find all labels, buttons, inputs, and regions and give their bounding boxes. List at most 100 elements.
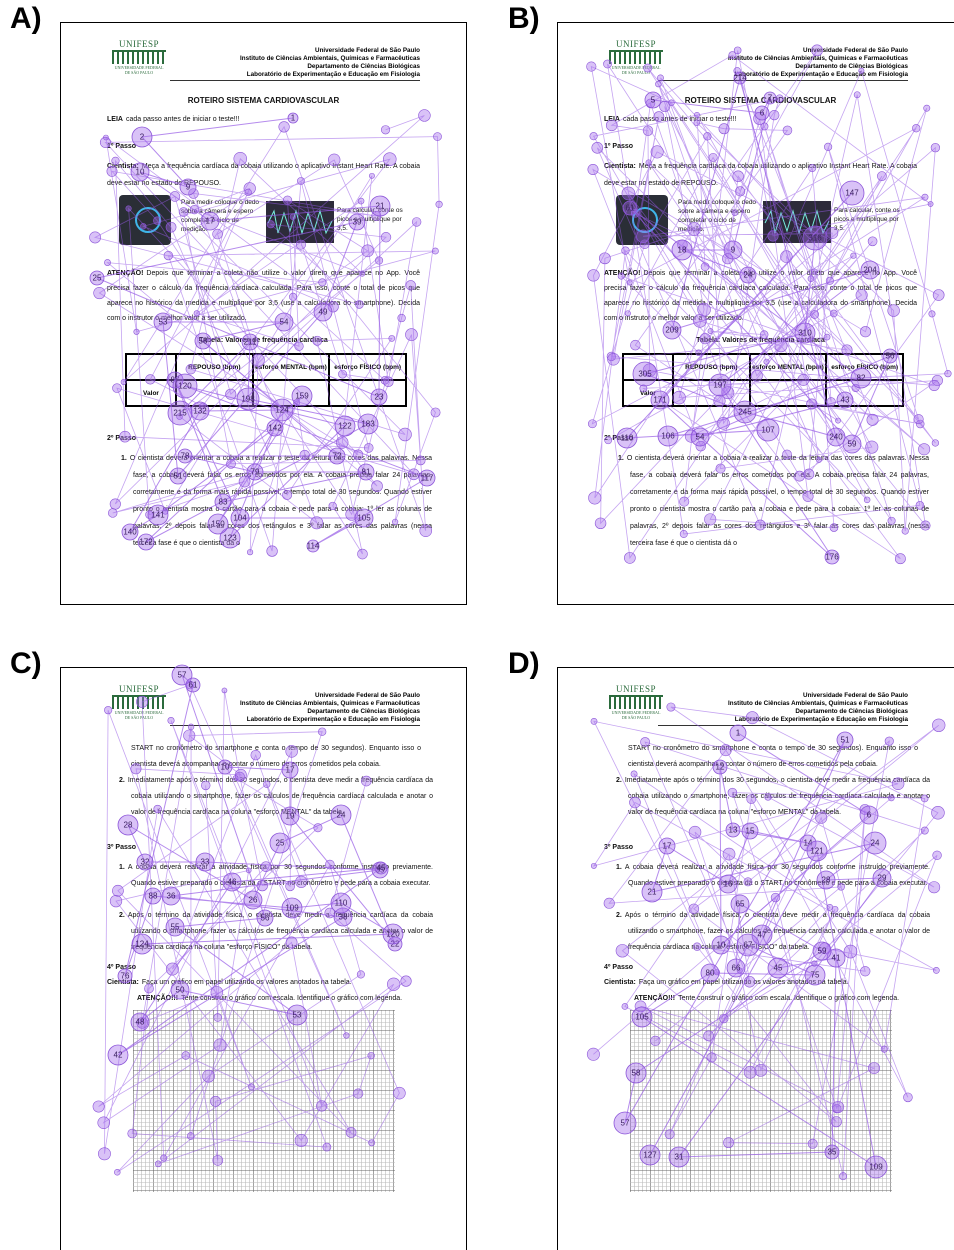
logo-building: [609, 695, 663, 709]
logo-building: [112, 695, 166, 709]
section-heading: 2º Passo: [604, 435, 917, 442]
graph-image: [763, 201, 831, 243]
table-cell: [750, 380, 827, 406]
list-item: 1.A cobaia deverá realizar a atividade f…: [616, 860, 930, 892]
image-caption: Para medir coloque o dedo sobre a câmera…: [678, 198, 760, 234]
text: Depois que terminar a coleta não utilize…: [107, 270, 420, 322]
label: Cientista:: [107, 163, 139, 170]
table-row-label: Valor: [623, 380, 673, 406]
label: 2.: [616, 912, 622, 919]
table-cell: [623, 354, 673, 380]
table-caption: Tabela: Valores de frequência cardíaca: [604, 337, 917, 344]
label: LEIA: [604, 116, 620, 123]
document-title: ROTEIRO SISTEMA CARDIOVASCULAR: [107, 96, 420, 105]
label: 2.: [616, 777, 622, 784]
logo-text: UNIFESP: [107, 39, 171, 49]
panel-label: B): [508, 2, 540, 36]
table-header: REPOUSO (bpm): [673, 354, 750, 380]
label: Cientista:: [604, 979, 636, 986]
label: LEIA: [107, 116, 123, 123]
paragraph: Cientista:Faça um gráfico em papel utili…: [604, 979, 917, 986]
paragraph: ATENÇÃO!!!Tente construir o gráfico com …: [137, 995, 427, 1002]
table-row-label: Valor: [126, 380, 176, 406]
section-heading: 1º Passo: [107, 143, 420, 150]
label: 2.: [119, 777, 125, 784]
table-cell: [329, 380, 406, 406]
logo-text: UNIFESP: [107, 684, 171, 694]
label: 1.: [618, 455, 624, 462]
panel-label: C): [10, 647, 42, 681]
text: cada passo antes de iniciar o teste!!!: [126, 116, 240, 123]
letterhead-line: Universidade Federal de São Paulo: [170, 692, 420, 700]
image-caption: Para medir coloque o dedo sobre a câmera…: [181, 198, 263, 234]
letterhead-line: Instituto de Ciências Ambientais, Químic…: [170, 700, 420, 708]
phone-image: [119, 195, 171, 245]
table-caption: Tabela: Valores de frequência cardíaca: [107, 337, 420, 344]
logo-building: [609, 50, 663, 64]
text: A cobaia deverá realizar a atividade fís…: [625, 864, 930, 887]
letterhead-line: Laboratório de Experimentação e Educação…: [658, 71, 908, 79]
letterhead-line: Universidade Federal de São Paulo: [658, 47, 908, 55]
logo: UNIFESPUNIVERSIDADE FEDERALDE SÃO PAULO: [107, 684, 171, 720]
list-item: 1.O cientista deverá orientar a cobaia a…: [618, 450, 929, 552]
letterhead: Universidade Federal de São PauloInstitu…: [658, 47, 908, 81]
text: Meça a frequência cardíaca da cobaia uti…: [107, 163, 420, 187]
label: 2.: [119, 912, 125, 919]
letterhead-line: Universidade Federal de São Paulo: [658, 692, 908, 700]
text: O cientista deverá orientar a cobaia a r…: [627, 455, 929, 547]
table-header: REPOUSO (bpm): [176, 354, 253, 380]
text: Depois que terminar a coleta não utilize…: [604, 270, 917, 322]
graph-paper: [630, 1010, 892, 1192]
logo-subtitle: DE SÃO PAULO: [107, 715, 171, 720]
text: cada passo antes de iniciar o teste!!!: [623, 116, 737, 123]
section-heading: 3º Passo: [604, 844, 633, 851]
list-item: 2.Após o término da atividade física, o …: [119, 908, 433, 956]
table-cell: [673, 380, 750, 406]
graph-trace: [266, 201, 334, 243]
logo-subtitle: DE SÃO PAULO: [107, 70, 171, 75]
text: Após o término da atividade física, o ci…: [128, 912, 433, 951]
phone-dial: [632, 207, 658, 233]
table-header: esforço MENTAL (bpm): [750, 354, 827, 380]
text: Imediatamente após o término dos 30 segu…: [128, 777, 433, 816]
table-cell: [176, 380, 253, 406]
image-caption: Para calcular, conte os picos e multipli…: [834, 206, 904, 233]
text: A cobaia deverá realizar a atividade fís…: [128, 864, 433, 887]
letterhead-line: Universidade Federal de São Paulo: [170, 47, 420, 55]
letterhead-line: Laboratório de Experimentação e Educação…: [170, 71, 420, 79]
graph-paper: [133, 1010, 395, 1192]
text: Imediatamente após o término dos 30 segu…: [625, 777, 930, 816]
table-header: esforço FÍSICO (bpm): [329, 354, 406, 380]
label: ATENÇÃO!: [604, 270, 640, 277]
table-header: esforço FÍSICO (bpm): [826, 354, 903, 380]
graph-paper: [133, 1010, 395, 1192]
panel-label: D): [508, 647, 540, 681]
letterhead-line: Laboratório de Experimentação e Educação…: [658, 716, 908, 724]
image-caption: Para calcular, conte os picos e multipli…: [337, 206, 407, 233]
table: REPOUSO (bpm)esforço MENTAL (bpm)esforço…: [125, 353, 407, 407]
paragraph: ATENÇÃO!Depois que terminar a coleta não…: [604, 266, 917, 326]
letterhead-line: Instituto de Ciências Ambientais, Químic…: [658, 700, 908, 708]
label: 1.: [616, 864, 622, 871]
table-cell: [253, 380, 330, 406]
panel-label: A): [10, 2, 42, 36]
label: ATENÇÃO!!!: [634, 995, 675, 1002]
label: ATENÇÃO!: [107, 270, 143, 277]
label: 1.: [121, 455, 127, 462]
text: Tente construir o gráfico com escala. Id…: [181, 995, 402, 1002]
graph-trace: [763, 201, 831, 243]
text: Faça um gráfico em papel utilizando os v…: [142, 979, 352, 986]
letterhead-line: Instituto de Ciências Ambientais, Químic…: [170, 55, 420, 63]
text: Meça a frequência cardíaca da cobaia uti…: [604, 163, 917, 187]
label: 1.: [119, 864, 125, 871]
section-heading: 3º Passo: [107, 844, 136, 851]
text: O cientista deverá orientar a cobaia a r…: [130, 455, 432, 547]
table-cell: [126, 354, 176, 380]
letterhead-line: Departamento de Ciências Biológicas: [170, 708, 420, 716]
